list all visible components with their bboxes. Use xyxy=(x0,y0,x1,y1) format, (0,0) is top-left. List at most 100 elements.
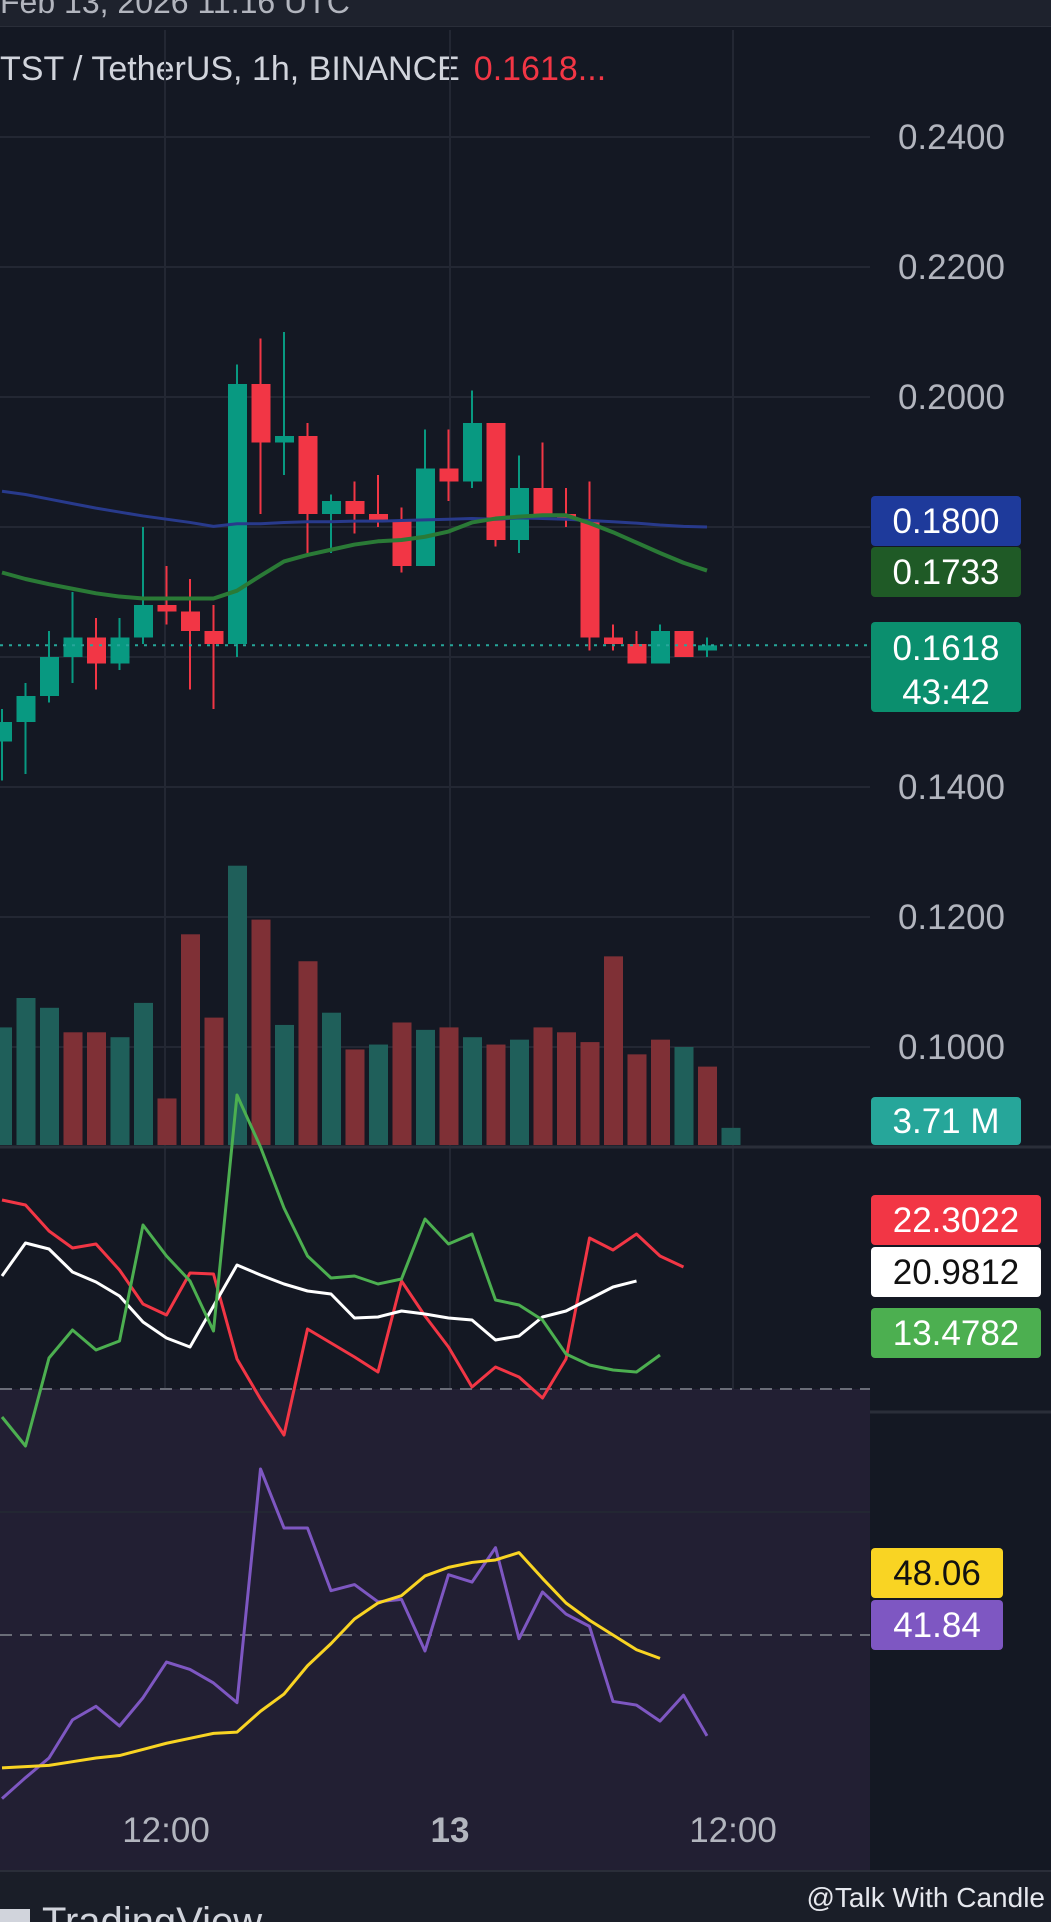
chart-canvas[interactable]: 0.2400 0.2200 0.2000 0.1400 0.1200 0.1000 0.1… xyxy=(0,0,1051,1870)
volume-bar xyxy=(416,1029,435,1145)
ma-fast-badge-text: 0.1733 xyxy=(892,553,999,592)
price-axis-label: 0.2200 xyxy=(898,248,1005,287)
last-price-badge-text: 0.1618 xyxy=(892,629,999,668)
ma-slow-badge-bg xyxy=(871,496,1021,546)
volume-badge-text: 3.71 M xyxy=(893,1102,1000,1141)
last-price-badge: 0.1618 43:42 xyxy=(871,622,1021,712)
ma-slow-badge: 0.1800 xyxy=(871,496,1021,546)
volume-bar xyxy=(651,1039,670,1145)
volume-bar xyxy=(439,1027,459,1145)
candle-body xyxy=(392,520,412,566)
dmi-plus-badge: 13.4782 xyxy=(871,1308,1041,1358)
candle-body xyxy=(87,637,106,664)
ma-slow-badge-text: 0.1800 xyxy=(892,502,999,541)
price-axis[interactable]: 0.2400 0.2200 0.2000 0.1400 0.1200 0.1000 xyxy=(898,118,1005,1067)
last-price-badge-subtext: 43:42 xyxy=(902,673,990,712)
dmi-minus-badge: 22.3022 xyxy=(871,1195,1041,1245)
date-header-text: Feb 13, 2026 11:16 UTC xyxy=(0,0,350,20)
volume-bar xyxy=(698,1066,717,1145)
rsi-band-fill xyxy=(0,1389,870,1870)
volume-bar xyxy=(204,1017,224,1145)
rsi-background xyxy=(0,1388,870,1870)
candle-body xyxy=(674,631,694,657)
legend-ellipsis: ... xyxy=(577,50,607,88)
footer-bar: TradingView @Talk With Candle xyxy=(0,1870,1051,1922)
candle-body xyxy=(651,631,670,664)
adx-badge: 20.9812 xyxy=(871,1247,1041,1297)
candle-body xyxy=(463,423,482,482)
candle-body xyxy=(204,631,224,644)
dmi-plus-line xyxy=(0,1093,661,1448)
volume-bar xyxy=(604,956,623,1145)
time-axis-label: 13 xyxy=(431,1811,470,1850)
volume-bar xyxy=(674,1047,694,1145)
volume-bar xyxy=(134,1002,153,1145)
volume-bar xyxy=(557,1032,576,1145)
candle-body xyxy=(322,501,341,514)
dmi-plus-badge-text: 13.4782 xyxy=(893,1314,1020,1353)
candle-body xyxy=(40,657,59,696)
time-axis-label: 12:00 xyxy=(689,1811,777,1850)
dmi-minus-line xyxy=(1,1198,685,1437)
candle-body xyxy=(580,520,600,638)
rsi-line xyxy=(1,1467,709,1800)
rsi-ma-badge-text: 48.06 xyxy=(893,1554,981,1593)
volume-bar xyxy=(16,998,36,1145)
volume-bar xyxy=(392,1022,412,1145)
price-axis-label: 0.1000 xyxy=(898,1028,1005,1067)
volume-bar xyxy=(721,1127,741,1145)
date-header-bar: Feb 13, 2026 11:16 UTC xyxy=(0,0,1051,27)
rsi-badge-text: 41.84 xyxy=(893,1606,981,1645)
candle-body xyxy=(251,384,271,443)
volume-bar xyxy=(345,1049,365,1145)
rsi-ma-badge: 48.06 xyxy=(871,1548,1003,1598)
volume-bar xyxy=(322,1012,341,1145)
volume-bar xyxy=(510,1039,529,1145)
volume-bar xyxy=(580,1042,600,1145)
candle-body xyxy=(275,436,294,443)
time-axis[interactable]: 12:00 13 12:00 xyxy=(122,1811,777,1850)
ma-slow-line xyxy=(1,489,708,529)
candle-body xyxy=(110,637,130,664)
candle-body xyxy=(510,488,529,540)
volume-bar xyxy=(369,1044,388,1145)
volume-bars xyxy=(0,865,741,1145)
candlestick-series xyxy=(0,332,717,781)
candle-body xyxy=(298,436,318,514)
candle-body xyxy=(157,605,177,612)
ma-fast-line xyxy=(1,513,708,601)
volume-bar xyxy=(486,1044,506,1145)
volume-badge-bg xyxy=(871,1097,1021,1145)
ma-fast-badge-bg xyxy=(871,547,1021,597)
volume-bar xyxy=(228,865,247,1145)
candle-body xyxy=(63,637,83,657)
rsi-badge-bg xyxy=(871,1600,1003,1650)
symbol-legend-text: TST / TetherUS, 1h, BINANCE xyxy=(0,50,460,88)
price-axis-label: 0.2400 xyxy=(898,118,1005,157)
adx-badge-text: 20.9812 xyxy=(893,1253,1020,1292)
candle-body xyxy=(181,611,200,631)
volume-bar xyxy=(87,1032,106,1145)
time-axis-label: 12:00 xyxy=(122,1811,210,1850)
price-axis-label: 0.1400 xyxy=(898,768,1005,807)
candle-body xyxy=(604,637,623,644)
ma-fast-badge: 0.1733 xyxy=(871,547,1021,597)
volume-badge: 3.71 M xyxy=(871,1097,1021,1145)
value-badges: 0.1800 0.1733 0.1618 43:42 3.71 M 22.3022 20.9… xyxy=(871,496,1041,1650)
candle-body xyxy=(345,501,365,514)
candle-body xyxy=(533,488,553,514)
symbol-legend[interactable]: TST / TetherUS, 1h, BINANCE 0.1618... xyxy=(0,50,606,89)
dmi-minus-badge-text: 22.3022 xyxy=(893,1201,1020,1240)
volume-bar xyxy=(40,1007,59,1145)
tradingview-logo[interactable]: TradingView xyxy=(0,1900,262,1922)
last-price-badge-bg xyxy=(871,622,1021,712)
candle-body xyxy=(228,384,247,644)
legend-last-price: 0.1618 xyxy=(473,50,578,88)
candle-body xyxy=(627,644,647,664)
candle-body xyxy=(698,645,717,651)
adx-line xyxy=(0,1241,637,1349)
volume-bar xyxy=(533,1027,553,1145)
volume-bar xyxy=(181,934,200,1145)
volume-bar xyxy=(298,961,318,1145)
price-axis-label: 0.1200 xyxy=(898,898,1005,937)
